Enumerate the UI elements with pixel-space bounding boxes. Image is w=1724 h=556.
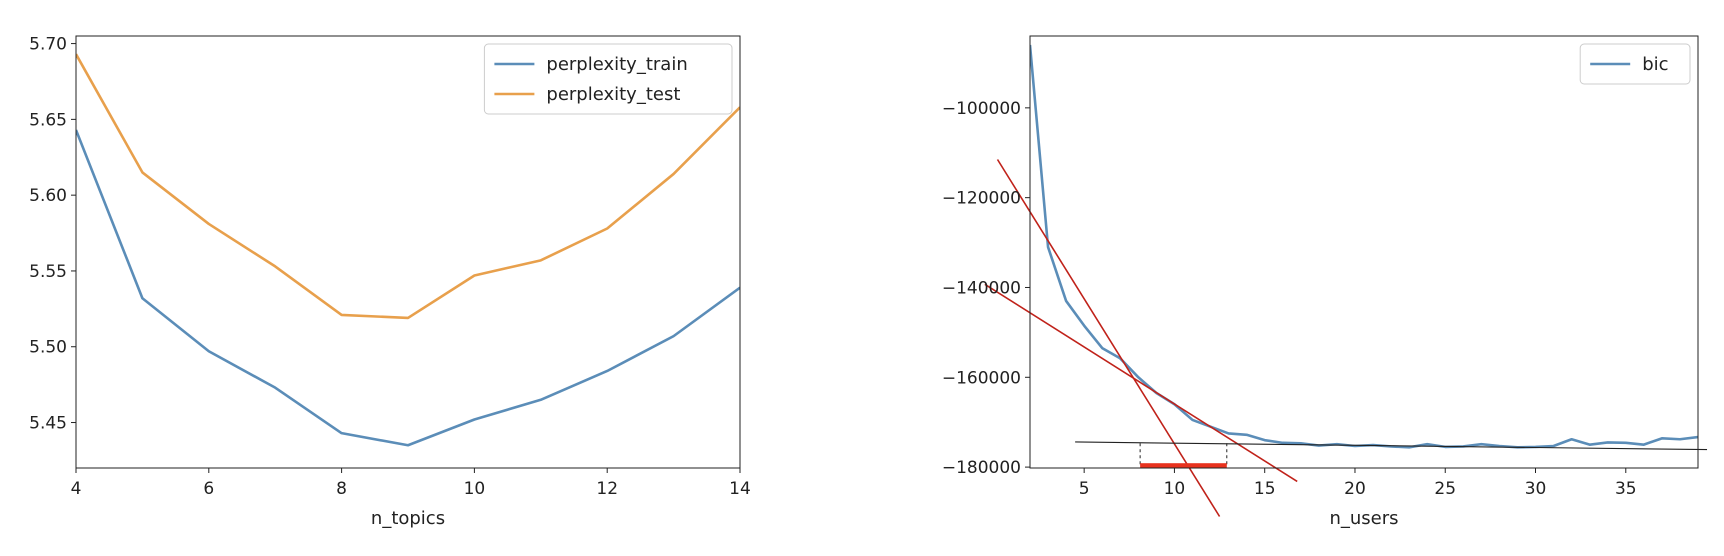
y-tick-label: 5.45	[29, 414, 67, 434]
annotations	[984, 159, 1708, 517]
x-tick-label: 12	[596, 479, 618, 499]
x-axis-label: n_topics	[371, 508, 445, 529]
y-tick-label: −100000	[942, 99, 1021, 119]
legend-box	[483, 43, 733, 115]
axes-frame	[1029, 35, 1699, 469]
red-tangent-line	[984, 283, 1298, 483]
x-tick-label: 30	[1525, 479, 1547, 499]
series-line-perplexity_train	[76, 129, 740, 447]
y-tick-label: 5.50	[29, 338, 67, 358]
x-tick-label: 25	[1434, 479, 1456, 499]
plot-area	[76, 53, 740, 447]
x-tick-label: 15	[1254, 479, 1276, 499]
y-tick-label: −120000	[942, 189, 1021, 209]
asymptote-line	[1075, 441, 1708, 451]
y-tick-label: −180000	[942, 458, 1021, 478]
x-axis-label: n_users	[1329, 508, 1398, 529]
legend-label: perplexity_train	[546, 54, 687, 75]
x-tick-label: 10	[464, 479, 486, 499]
x-tick-label: 5	[1079, 479, 1090, 499]
x-tick-label: 4	[71, 479, 82, 499]
x-tick-label: 6	[203, 479, 214, 499]
x-tick-label: 14	[729, 479, 751, 499]
y-tick-label: 5.70	[29, 35, 67, 55]
perplexity-chart: 4 6 8 10 12 14 5.45 5.50 5.55 5.60 5.65 5.70 n_topic…	[29, 35, 751, 529]
legend: bic	[1579, 43, 1691, 85]
y-tick-label: −160000	[942, 368, 1021, 388]
legend: perplexity_train perplexity_test	[483, 43, 733, 115]
series-line-bic	[1030, 44, 1698, 449]
y-tick-label: 5.65	[29, 110, 67, 130]
legend-label: perplexity_test	[546, 84, 680, 105]
axes-frame	[75, 35, 741, 469]
bic-chart: 5 10 15 20 25 30 35 −180000 −160000 −140000 −12000…	[942, 35, 1708, 529]
red-tangent-line	[996, 159, 1221, 517]
legend-box	[1579, 43, 1691, 85]
legend-label: bic	[1642, 54, 1668, 75]
y-tick-label: 5.55	[29, 262, 67, 282]
y-tick-label: −140000	[942, 278, 1021, 298]
y-tick-label: 5.60	[29, 186, 67, 206]
optimal-range-highlight	[1140, 463, 1227, 469]
x-tick-label: 8	[336, 479, 347, 499]
x-tick-label: 10	[1164, 479, 1186, 499]
plot-area	[1030, 44, 1698, 449]
x-tick-label: 35	[1615, 479, 1637, 499]
x-tick-label: 20	[1344, 479, 1366, 499]
